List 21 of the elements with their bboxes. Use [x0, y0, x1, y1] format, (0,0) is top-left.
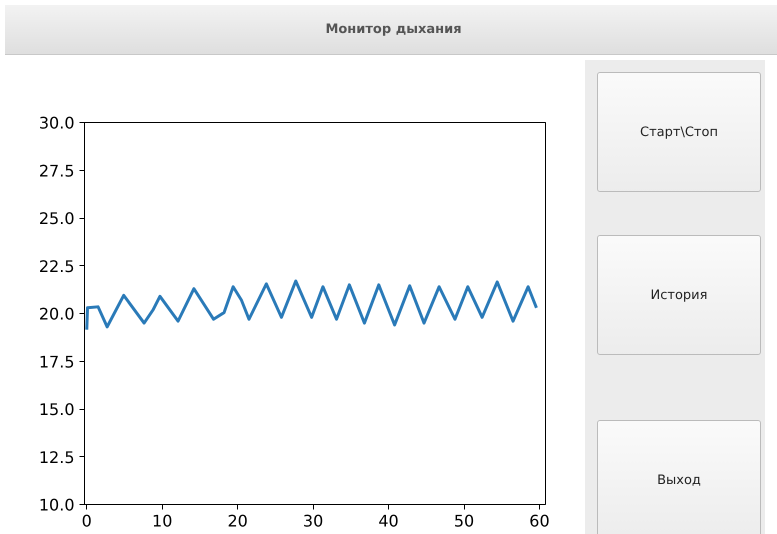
line-series — [85, 280, 538, 332]
y-tick-label: 30.0 — [38, 114, 74, 132]
y-tick-label: 25.0 — [38, 209, 74, 228]
text: Старт\Стоп — [640, 124, 718, 142]
text: История — [650, 287, 708, 305]
x-tick-label: 0 — [82, 512, 92, 530]
text: Выход — [657, 472, 701, 490]
x-tick-label: 40 — [378, 512, 399, 530]
y-tick-label: 20.0 — [38, 304, 74, 324]
x-tick-label: 20 — [227, 512, 248, 530]
y-tick-label: 15.0 — [38, 400, 74, 419]
y-tick-label: 17.5 — [38, 352, 74, 372]
x-tick-label: 30 — [302, 512, 324, 530]
y-tick-label: 10.0 — [38, 496, 74, 514]
x-tick-label: 50 — [454, 512, 474, 530]
chart-title: Монитор дыхания — [325, 21, 462, 39]
y-tick-label: 27.5 — [38, 161, 74, 180]
y-tick-label: 22.5 — [38, 256, 74, 276]
x-tick-label: 10 — [152, 512, 172, 530]
y-tick-label: 12.5 — [38, 448, 74, 467]
x-tick-label: 60 — [529, 512, 550, 530]
